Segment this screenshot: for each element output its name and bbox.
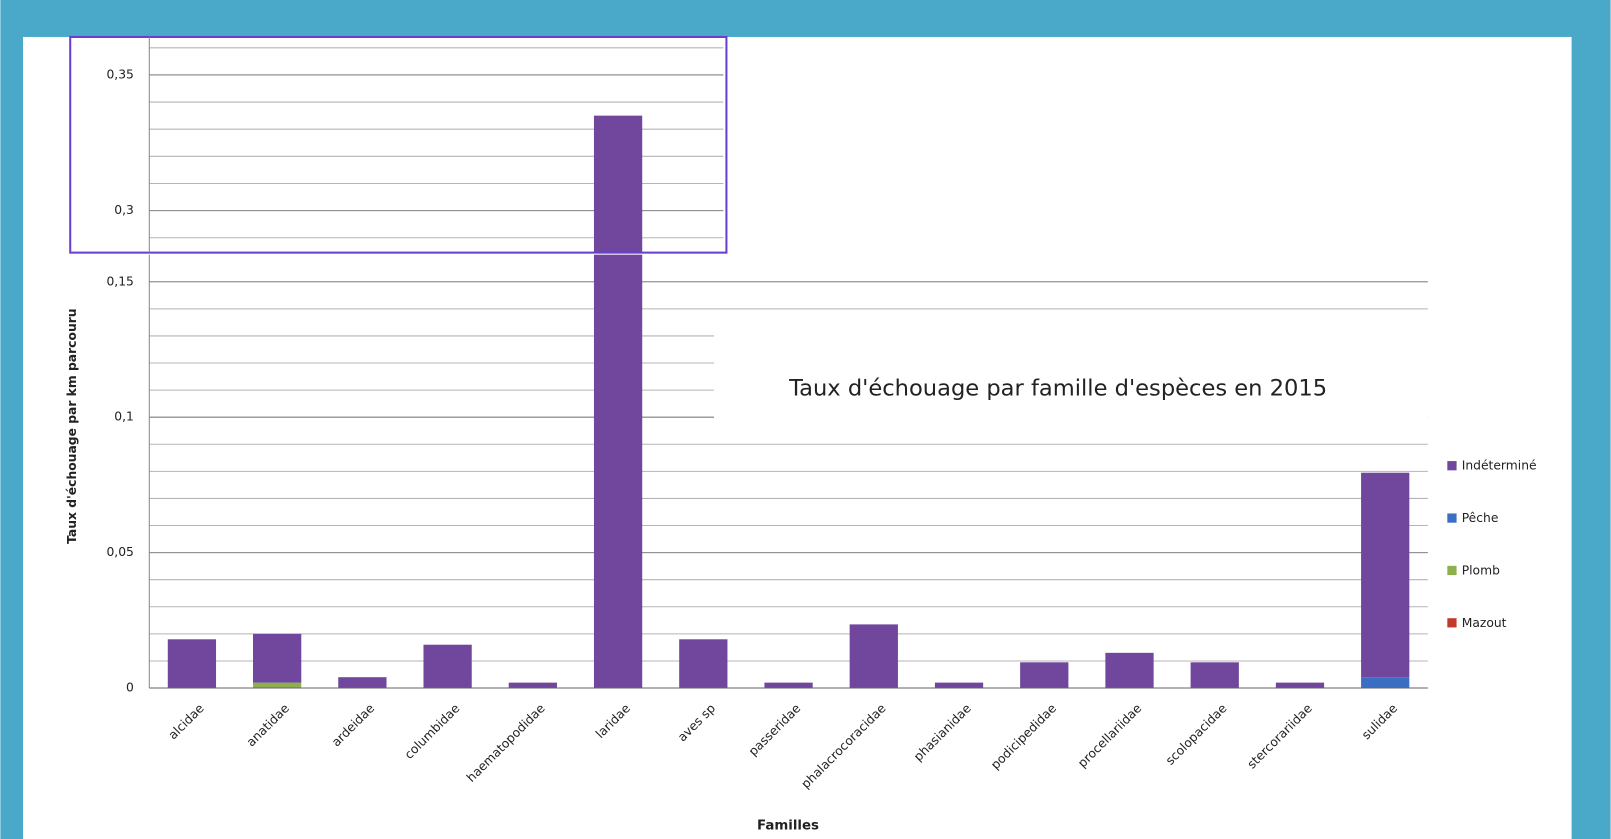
bar-segment — [1190, 662, 1239, 689]
y-tick-label: 0,15 — [106, 274, 133, 288]
bar-segment — [593, 254, 643, 689]
title-box — [714, 326, 1428, 432]
bar-segment — [1361, 472, 1410, 678]
x-axis-label: Familles — [757, 819, 819, 834]
bar-segment — [338, 677, 387, 689]
legend-swatch — [1447, 618, 1457, 628]
bar-segment — [253, 633, 302, 683]
bar-segment — [1275, 682, 1325, 689]
break-panel-outline — [69, 35, 728, 254]
bar-segment — [849, 624, 898, 689]
y-tick-label: 0,35 — [106, 67, 133, 81]
bar-segment — [934, 682, 984, 689]
legend-swatch — [1447, 461, 1457, 471]
bar-segment — [423, 644, 472, 689]
legend-label: Mazout — [1462, 616, 1507, 630]
bar-segment — [1020, 662, 1069, 689]
legend-swatch — [1447, 513, 1457, 523]
y-tick-label: 0,1 — [114, 410, 134, 424]
bar-segment — [1361, 677, 1410, 689]
bar-segment — [764, 682, 813, 689]
y-tick-label: 0,3 — [114, 203, 134, 217]
legend-label: Indéterminé — [1462, 459, 1537, 473]
chart-area — [22, 36, 1572, 839]
bar-segment — [253, 682, 302, 689]
legend-swatch — [1447, 565, 1457, 576]
y-tick-label: 0,05 — [106, 545, 133, 559]
bars — [167, 115, 1410, 689]
legend-label: Plomb — [1462, 563, 1500, 577]
y-axis-label: Taux d'échouage par km parcouru — [65, 308, 79, 543]
chart-title: Taux d'échouage par famille d'espèces en… — [788, 376, 1327, 402]
y-tick-label: 0 — [126, 681, 134, 695]
bar-segment — [679, 639, 728, 689]
bar-segment — [1105, 652, 1154, 689]
bar-segment — [167, 639, 217, 689]
legend-label: Pêche — [1462, 511, 1499, 525]
bar-segment — [508, 682, 557, 689]
bar-segment — [593, 115, 643, 253]
